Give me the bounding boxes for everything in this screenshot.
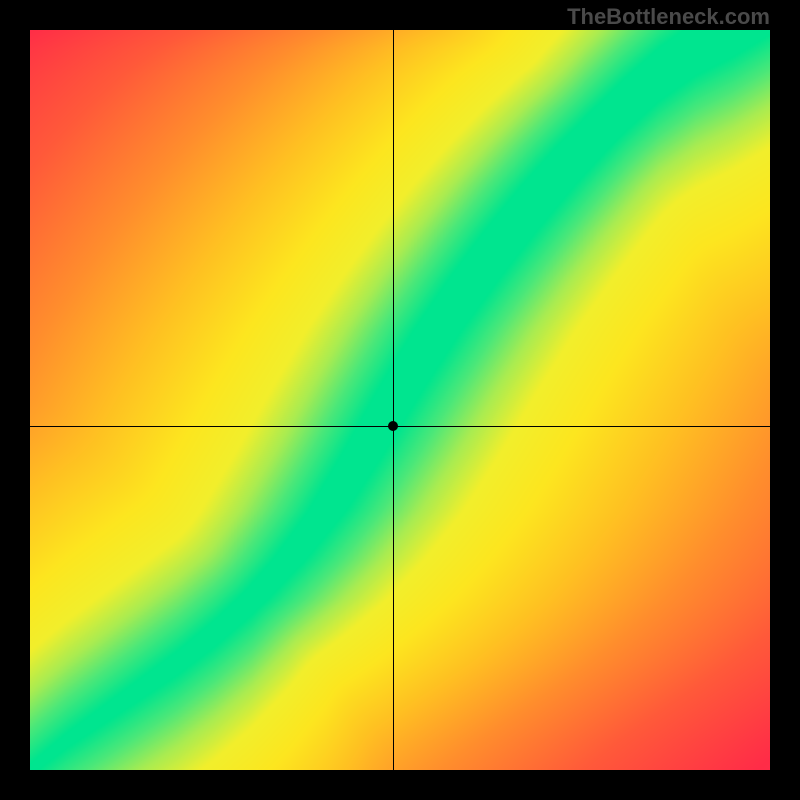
crosshair-vertical (393, 30, 394, 770)
watermark-text: TheBottleneck.com (567, 4, 770, 30)
heatmap-canvas (30, 30, 770, 770)
bottleneck-heatmap (30, 30, 770, 770)
selection-marker (388, 421, 398, 431)
crosshair-horizontal (30, 426, 770, 427)
